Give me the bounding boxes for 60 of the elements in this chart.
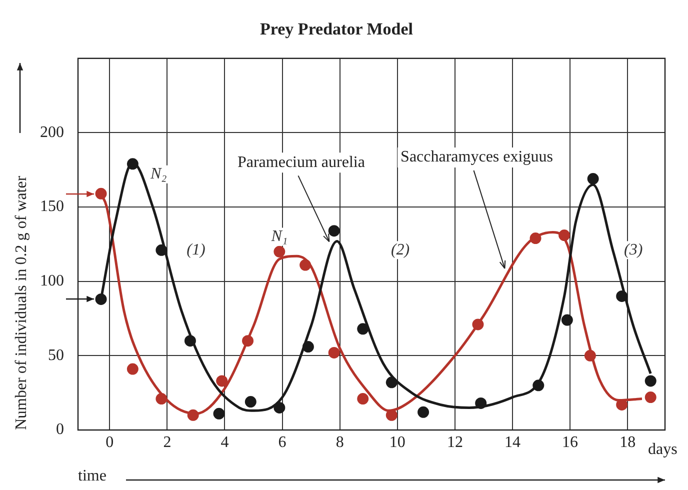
x-axis-title: time [78,468,106,485]
annotation: N₁ [270,228,288,245]
x-tick-label: 16 [562,434,578,451]
x-tick-label: 14 [504,434,520,451]
annotation: N₂ [149,166,168,183]
point [530,232,542,244]
annotation: (3) [624,241,643,258]
y-tick-label: 150 [40,198,64,216]
x-tick-label: 10 [389,434,406,451]
point [274,246,286,258]
point [216,375,228,387]
x-tick-label: 18 [620,434,636,451]
point [302,341,314,353]
point [126,363,138,375]
point [472,318,484,330]
x-tick-label: 4 [220,434,229,451]
x-tick-label: 2 [163,434,172,451]
point [328,346,340,358]
point [126,158,138,170]
point [616,290,628,302]
point [156,244,168,256]
y-tick-label: 200 [40,124,64,141]
point [558,230,570,242]
point [475,397,487,409]
point [532,380,544,392]
point [95,293,107,305]
point [274,402,286,414]
point [184,335,196,347]
point [300,259,312,271]
annotation: Paramecium aurelia [237,154,365,171]
point [418,406,430,418]
point [213,408,225,420]
point [357,393,369,405]
point [244,396,256,408]
x-tick-label: 8 [336,434,344,451]
annotation: Saccharamyces exiguus [400,148,553,166]
annotation: (2) [390,241,410,258]
point [644,375,656,387]
y-tick-label: 0 [56,421,64,438]
y-tick-label: 50 [48,346,64,364]
text: days [648,441,678,458]
x-tick-label: 12 [446,434,463,451]
point [156,393,168,405]
point [187,409,199,421]
x-tick-label: 6 [278,434,286,451]
y-axis-title: Number of individuals in 0.2 g of water [12,175,30,430]
point [584,350,596,362]
point [644,392,656,404]
chart-title: Prey Predator Model [260,20,414,39]
point [386,376,398,388]
point [328,225,340,237]
point [386,409,398,421]
x-tick-label: 0 [106,434,114,451]
point [357,323,369,335]
point [242,335,254,347]
point [95,188,107,200]
y-tick-label: 100 [40,272,64,290]
point [587,173,599,185]
point [561,314,573,326]
annotation: (1) [186,241,206,258]
